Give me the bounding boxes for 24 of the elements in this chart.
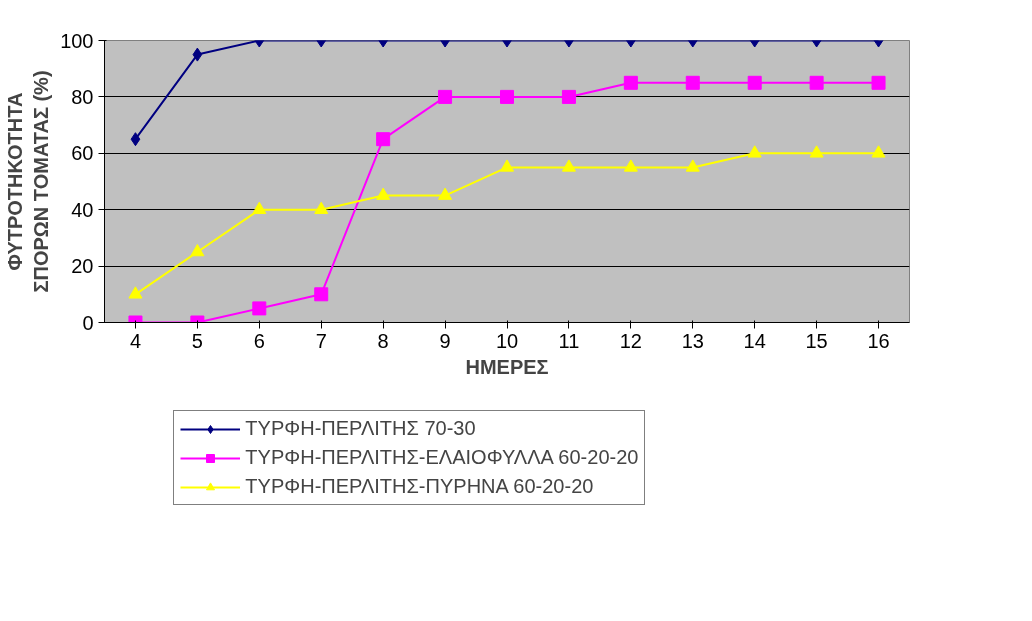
x-tick-label: 11 <box>558 329 580 352</box>
x-tick-label: 9 <box>439 329 451 352</box>
x-axis-title: ΗΜΕΡΕΣ <box>465 355 549 378</box>
y-tick-label: 0 <box>82 311 94 334</box>
y-axis-title: ΦΥΤΡΟΤΗΚΟΤΗΤΑ ΣΠΟΡΩΝ ΤΟΜΑΤΑΣ (%) <box>3 70 53 293</box>
x-tick-label: 14 <box>743 329 766 352</box>
y-tick-label: 40 <box>71 198 94 221</box>
x-tick-label: 5 <box>191 329 203 352</box>
x-tick-label: 15 <box>805 329 828 352</box>
x-tick-label: 16 <box>867 329 890 352</box>
x-tick-label: 12 <box>619 329 642 352</box>
x-tick-label: 13 <box>681 329 704 352</box>
x-tick-label: 10 <box>495 329 519 352</box>
x-tick-label: 7 <box>315 329 327 352</box>
y-tick-label: 80 <box>71 85 94 108</box>
legend-label: ΤΥΡΦΗ-ΠΕΡΛΙΤΗΣ-ΠΥΡΗΝΑ 60-20-20 <box>245 475 594 498</box>
y-tick-label: 100 <box>60 29 94 52</box>
legend-label: ΤΥΡΦΗ-ΠΕΡΛΙΤΗΣ 70-30 <box>245 417 476 440</box>
x-tick-label: 4 <box>129 329 142 352</box>
y-tick-label: 20 <box>71 255 94 278</box>
x-tick-label: 8 <box>377 329 389 352</box>
x-tick-label: 6 <box>253 329 265 352</box>
y-tick-label: 60 <box>71 142 94 165</box>
legend-label: ΤΥΡΦΗ-ΠΕΡΛΙΤΗΣ-ΕΛΑΙΟΦΥΛΛΑ 60-20-20 <box>245 446 639 469</box>
